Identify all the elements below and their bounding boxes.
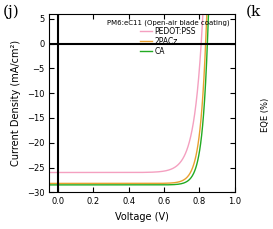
Text: (j): (j)	[3, 5, 19, 19]
PEDOT:PSS	[128, 171, 132, 174]
Line: PEDOT:PSS: PEDOT:PSS	[40, 4, 238, 172]
CA	[237, 3, 240, 5]
CA	[74, 183, 77, 186]
PEDOT:PSS	[90, 171, 93, 174]
X-axis label: Voltage (V): Voltage (V)	[115, 212, 169, 222]
2PACz	[237, 3, 240, 5]
CA	[171, 183, 174, 186]
2PACz	[74, 182, 77, 185]
2PACz	[39, 182, 42, 185]
PEDOT:PSS	[74, 171, 77, 174]
Y-axis label: Current Density (mA/cm²): Current Density (mA/cm²)	[11, 40, 21, 166]
CA	[39, 184, 42, 186]
Legend: PEDOT:PSS, 2PACz, CA: PEDOT:PSS, 2PACz, CA	[105, 18, 231, 57]
PEDOT:PSS	[202, 3, 205, 5]
CA	[188, 178, 191, 181]
2PACz	[206, 3, 209, 5]
PEDOT:PSS	[237, 3, 240, 5]
CA	[128, 183, 132, 186]
PEDOT:PSS	[155, 171, 159, 173]
2PACz	[155, 182, 159, 185]
2PACz	[128, 182, 132, 185]
CA	[90, 183, 93, 186]
Line: 2PACz: 2PACz	[40, 4, 238, 183]
Text: EQE (%): EQE (%)	[261, 97, 270, 132]
CA	[155, 183, 159, 186]
Line: CA: CA	[40, 4, 238, 185]
CA	[207, 3, 210, 5]
Text: (k: (k	[246, 5, 261, 19]
PEDOT:PSS	[171, 167, 174, 170]
2PACz	[171, 182, 174, 184]
PEDOT:PSS	[188, 140, 191, 143]
2PACz	[188, 173, 191, 176]
2PACz	[90, 182, 93, 185]
PEDOT:PSS	[39, 171, 42, 174]
